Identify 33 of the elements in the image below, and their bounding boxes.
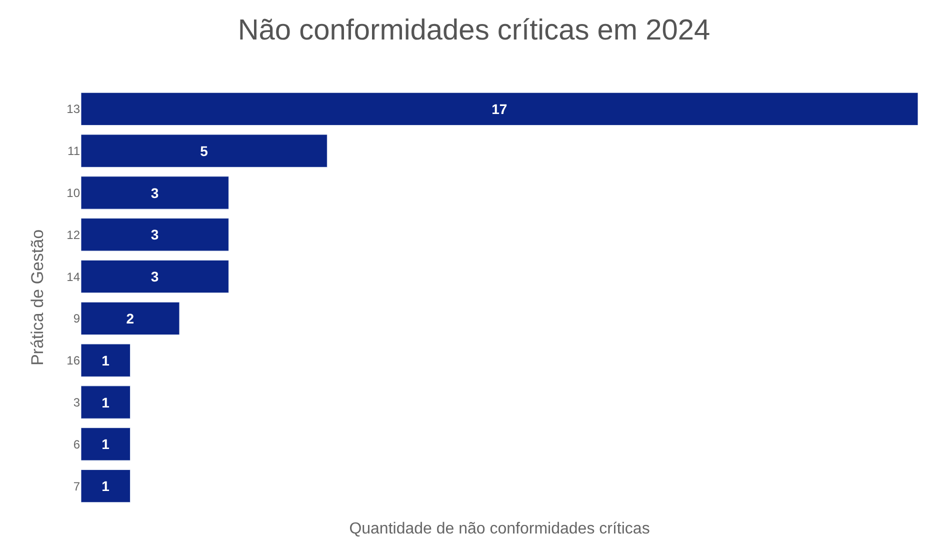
bar [81, 218, 229, 252]
bar [81, 344, 130, 377]
y-tick-label: 7 [73, 479, 80, 494]
y-tick-label: 16 [66, 354, 80, 368]
data-label: 5 [200, 142, 208, 159]
data-label: 1 [102, 352, 110, 368]
y-axis-title: Prática de Gestão [28, 229, 48, 366]
data-label: 3 [150, 184, 159, 201]
bar [81, 134, 328, 168]
y-tick-label: 11 [68, 144, 80, 158]
bar [81, 428, 130, 461]
y-tick-label: 6 [73, 437, 80, 452]
bar [81, 386, 130, 419]
data-label: 3 [150, 226, 159, 243]
y-tick-label: 14 [66, 270, 80, 284]
x-axis-title: Quantidade de não conformidades críticas [349, 520, 650, 538]
bar [81, 469, 130, 503]
data-label: 2 [126, 310, 134, 326]
bar [81, 302, 180, 336]
y-tick-label: 3 [73, 395, 80, 410]
y-tick-label: 9 [73, 312, 80, 326]
bar [81, 92, 918, 126]
y-tick-label: 10 [66, 186, 80, 200]
data-label: 3 [150, 268, 159, 285]
bar [81, 176, 229, 210]
data-label: 1 [102, 436, 110, 452]
data-label: 1 [102, 394, 110, 410]
data-label: 1 [102, 478, 110, 494]
y-tick-label: 13 [66, 102, 80, 116]
bar [81, 260, 229, 294]
y-tick-label: 12 [66, 228, 80, 242]
data-label: 17 [492, 100, 508, 117]
chart-title: Não conformidades críticas em 2024 [238, 14, 710, 46]
